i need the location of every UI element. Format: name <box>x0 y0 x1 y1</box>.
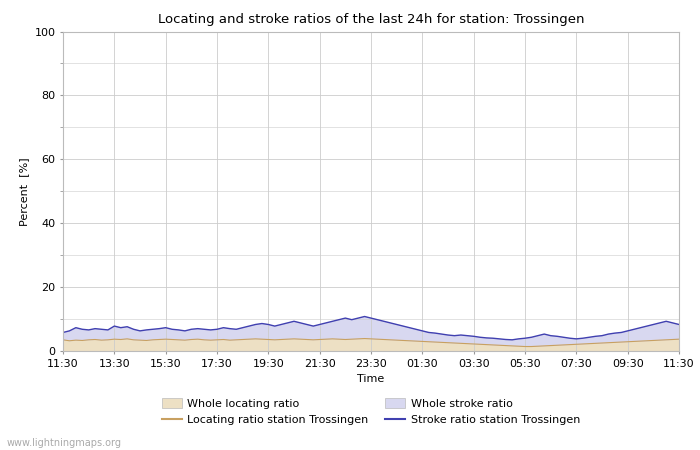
Y-axis label: Percent  [%]: Percent [%] <box>19 157 29 225</box>
Legend: Whole locating ratio, Locating ratio station Trossingen, Whole stroke ratio, Str: Whole locating ratio, Locating ratio sta… <box>162 398 580 425</box>
Text: www.lightningmaps.org: www.lightningmaps.org <box>7 438 122 448</box>
X-axis label: Time: Time <box>358 374 384 384</box>
Title: Locating and stroke ratios of the last 24h for station: Trossingen: Locating and stroke ratios of the last 2… <box>158 13 584 26</box>
